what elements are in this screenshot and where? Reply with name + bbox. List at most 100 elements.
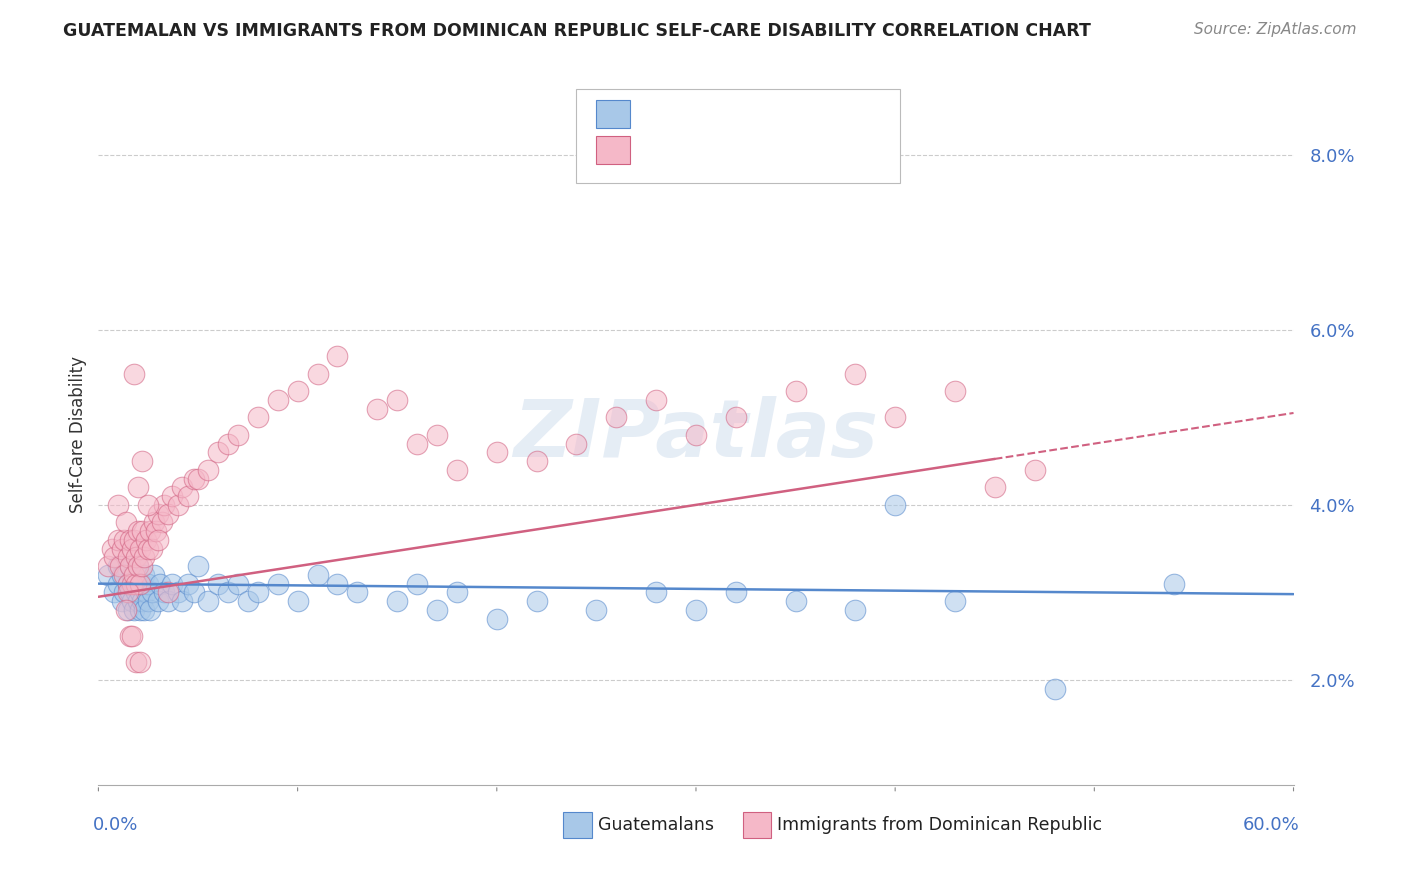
- Text: Guatemalans: Guatemalans: [598, 816, 714, 834]
- Point: [406, 436, 429, 450]
- Point: [125, 576, 148, 591]
- Point: [217, 436, 239, 450]
- Point: [110, 559, 132, 574]
- Point: [145, 524, 167, 538]
- Point: [121, 594, 143, 608]
- Text: 60.0%: 60.0%: [1243, 816, 1299, 834]
- Point: [139, 524, 162, 538]
- Point: [844, 603, 866, 617]
- Point: [125, 585, 148, 599]
- Point: [267, 576, 290, 591]
- Point: [326, 349, 349, 363]
- Point: [125, 550, 148, 565]
- Point: [136, 594, 159, 608]
- Point: [135, 585, 157, 599]
- Point: [1163, 576, 1185, 591]
- Point: [127, 559, 149, 574]
- Point: [131, 576, 153, 591]
- Point: [143, 567, 166, 582]
- Point: [226, 576, 249, 591]
- Point: [167, 585, 190, 599]
- Point: [226, 427, 249, 442]
- Text: R = -0.053  N = 68: R = -0.053 N = 68: [640, 104, 835, 122]
- Point: [160, 489, 183, 503]
- Point: [526, 454, 548, 468]
- Point: [426, 427, 449, 442]
- Point: [287, 384, 309, 398]
- Point: [150, 516, 173, 530]
- Point: [236, 594, 259, 608]
- Point: [685, 427, 707, 442]
- Point: [287, 594, 309, 608]
- Point: [160, 576, 183, 591]
- Point: [197, 594, 219, 608]
- Point: [120, 585, 142, 599]
- Point: [124, 576, 146, 591]
- Point: [884, 410, 907, 425]
- Point: [149, 576, 172, 591]
- Point: [984, 480, 1007, 494]
- Point: [785, 384, 807, 398]
- FancyBboxPatch shape: [742, 813, 772, 838]
- Point: [724, 585, 747, 599]
- Point: [112, 567, 135, 582]
- Point: [585, 603, 607, 617]
- Point: [112, 533, 135, 547]
- Text: 0.0%: 0.0%: [93, 816, 138, 834]
- Text: ZIPatlas: ZIPatlas: [513, 396, 879, 474]
- Point: [124, 533, 146, 547]
- Point: [111, 567, 134, 582]
- Point: [426, 603, 449, 617]
- Point: [136, 541, 159, 556]
- Point: [346, 585, 368, 599]
- Point: [139, 603, 162, 617]
- Point: [183, 585, 205, 599]
- Point: [326, 576, 349, 591]
- Point: [124, 567, 146, 582]
- Point: [131, 454, 153, 468]
- Point: [124, 603, 146, 617]
- Point: [157, 594, 180, 608]
- Point: [131, 559, 153, 574]
- Point: [565, 436, 588, 450]
- Point: [129, 603, 152, 617]
- Point: [153, 585, 176, 599]
- Text: R =  0.357  N = 82: R = 0.357 N = 82: [640, 140, 835, 158]
- Point: [127, 480, 149, 494]
- Point: [97, 567, 120, 582]
- Point: [197, 463, 219, 477]
- Point: [605, 410, 627, 425]
- Point: [129, 585, 152, 599]
- Point: [125, 656, 148, 670]
- Point: [135, 533, 157, 547]
- Point: [121, 629, 143, 643]
- Point: [107, 533, 129, 547]
- Point: [141, 585, 163, 599]
- FancyBboxPatch shape: [564, 813, 592, 838]
- Point: [844, 367, 866, 381]
- Point: [129, 656, 152, 670]
- Point: [172, 480, 194, 494]
- Point: [246, 410, 269, 425]
- Text: Source: ZipAtlas.com: Source: ZipAtlas.com: [1194, 22, 1357, 37]
- Point: [385, 594, 409, 608]
- Point: [217, 585, 239, 599]
- Point: [267, 392, 290, 407]
- Point: [1043, 681, 1066, 696]
- Point: [183, 472, 205, 486]
- Point: [121, 576, 143, 591]
- Point: [120, 559, 142, 574]
- Point: [172, 594, 194, 608]
- Point: [307, 367, 329, 381]
- Point: [129, 541, 152, 556]
- Point: [143, 516, 166, 530]
- Point: [127, 594, 149, 608]
- Point: [111, 541, 134, 556]
- Point: [131, 524, 153, 538]
- Point: [157, 585, 180, 599]
- Point: [97, 559, 120, 574]
- Point: [177, 489, 200, 503]
- Point: [107, 576, 129, 591]
- Point: [207, 445, 229, 459]
- Point: [366, 401, 388, 416]
